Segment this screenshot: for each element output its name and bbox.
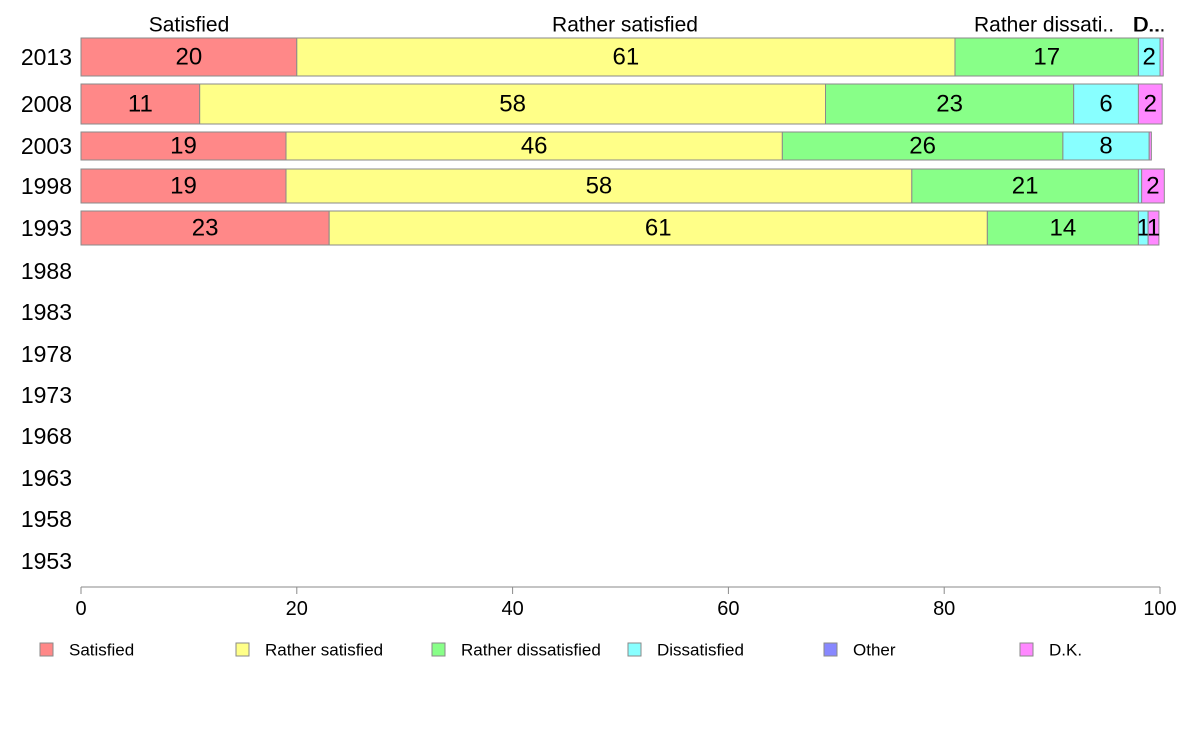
bar-segment — [1141, 168, 1165, 204]
legend-swatch — [431, 642, 446, 657]
data-label: 61 — [645, 215, 672, 242]
bar-segment — [80, 168, 287, 204]
x-tick-label: 80 — [933, 598, 955, 620]
category-label: 1963 — [21, 465, 72, 491]
bar-segment — [825, 83, 1075, 125]
data-label: 11 — [128, 91, 153, 118]
category-label: 1988 — [21, 258, 72, 284]
category-label: 1998 — [21, 173, 72, 199]
x-tick-label: 40 — [501, 598, 523, 620]
x-tick-label: 100 — [1143, 598, 1176, 620]
bar-segment — [80, 131, 287, 161]
bar-segment — [1137, 83, 1163, 125]
data-label: 2 — [1146, 173, 1159, 200]
legend-swatch — [627, 642, 642, 657]
data-label: 61 — [613, 44, 640, 71]
data-label: 19 — [170, 173, 197, 200]
legend-swatch — [39, 642, 54, 657]
bar-segment — [986, 210, 1139, 246]
legend-swatch — [823, 642, 838, 657]
bar-segment — [781, 131, 1064, 161]
legend-swatch — [1019, 642, 1034, 657]
column-header: Rather dissati.. — [974, 14, 1114, 37]
x-tick-label: 20 — [286, 598, 308, 620]
data-label: 2 — [1143, 44, 1156, 71]
data-label: 58 — [586, 173, 613, 200]
data-label: 23 — [192, 215, 219, 242]
bar-segment — [1062, 131, 1150, 161]
bar-segment — [328, 210, 988, 246]
legend-label: Dissatisfied — [657, 641, 744, 660]
x-tick-label: 0 — [75, 598, 86, 620]
column-header: Rather satisfied — [552, 14, 698, 37]
category-label: 1993 — [21, 215, 72, 241]
data-label: 19 — [170, 133, 197, 160]
bar-segment — [296, 37, 956, 77]
category-label: 2003 — [21, 133, 72, 159]
legend-swatch — [235, 642, 250, 657]
data-label: 1 — [1147, 215, 1160, 242]
column-header: D.. — [1134, 14, 1161, 37]
category-label: 1973 — [21, 382, 72, 408]
data-label: 20 — [176, 44, 203, 71]
column-header: D... — [1133, 14, 1166, 37]
data-label: 1 — [1137, 215, 1150, 242]
bar-segment — [285, 168, 913, 204]
bar-segment — [199, 83, 827, 125]
category-label: 1958 — [21, 506, 72, 532]
category-label: 1983 — [21, 299, 72, 325]
legend-label: Rather satisfied — [265, 641, 383, 660]
legend-label: D.K. — [1049, 641, 1082, 660]
bar-segment — [1073, 83, 1139, 125]
data-label: 21 — [1012, 173, 1039, 200]
data-label: 14 — [1050, 215, 1077, 242]
data-label: 58 — [499, 91, 526, 118]
bar-segment — [911, 168, 1139, 204]
bar-segment — [80, 210, 330, 246]
legend-label: Rather dissatisfied — [461, 641, 601, 660]
data-label: 26 — [909, 133, 936, 160]
legend-label: Satisfied — [69, 641, 134, 660]
category-label: 1953 — [21, 548, 72, 574]
bar-segment — [1159, 37, 1164, 77]
data-label: 2 — [1144, 91, 1157, 118]
data-label: 8 — [1099, 133, 1112, 160]
data-label: 23 — [936, 91, 963, 118]
bar-segment — [80, 83, 201, 125]
category-label: 1968 — [21, 423, 72, 449]
data-label: 17 — [1033, 44, 1060, 71]
category-label: 1978 — [21, 341, 72, 367]
x-tick-label: 60 — [717, 598, 739, 620]
legend-label: Other — [853, 641, 896, 660]
category-label: 2013 — [21, 44, 72, 70]
data-label: 6 — [1099, 91, 1112, 118]
data-label: 46 — [521, 133, 548, 160]
bar-segment — [1147, 210, 1160, 246]
column-header: Satisfied — [149, 14, 230, 37]
bar-segment — [1148, 131, 1152, 161]
category-label: 2008 — [21, 91, 72, 117]
